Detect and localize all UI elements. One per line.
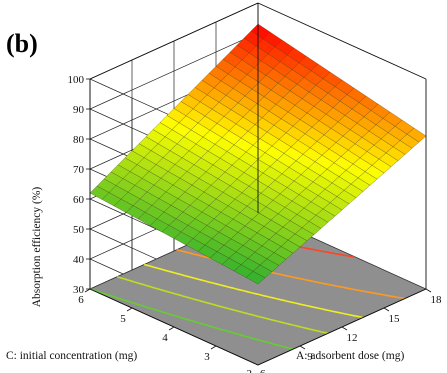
c-tick-label: 4 xyxy=(162,332,168,344)
a-tick-mark xyxy=(299,345,306,350)
surface-cell xyxy=(89,185,110,200)
z-tick-label: 50 xyxy=(73,224,85,236)
c-tick-mark xyxy=(84,288,91,293)
z-tick-label: 40 xyxy=(73,254,85,266)
corner-a-min-label: 6 xyxy=(260,368,266,373)
c-tick-mark xyxy=(168,326,175,331)
corner-c-min-label: 2 xyxy=(247,368,253,373)
contour-line xyxy=(143,263,364,319)
c-tick-label: 6 xyxy=(78,294,84,306)
a-tick-label: 12 xyxy=(347,332,358,344)
z-tick-label: 100 xyxy=(68,74,85,86)
z-tick-label: 70 xyxy=(73,164,85,176)
a-tick-mark xyxy=(341,326,348,331)
a-tick-label: 18 xyxy=(431,294,443,306)
z-tick-label: 60 xyxy=(73,194,85,206)
c-tick-label: 5 xyxy=(120,313,126,325)
contour-line xyxy=(116,275,329,335)
c-tick-mark xyxy=(210,345,217,350)
c-axis-label: C: initial concentration (mg) xyxy=(6,350,137,362)
panel-label: (b) xyxy=(6,29,38,58)
c-tick-label: 3 xyxy=(204,351,210,363)
c-tick-mark xyxy=(126,307,133,312)
z-tick-label: 80 xyxy=(73,134,85,146)
tick-labels: 30 40 50 60 70 80 90 100 9 12 15 18 3 4 5 6 2 6 xyxy=(68,74,443,373)
a-tick-mark xyxy=(383,307,390,312)
top-back-right-edge xyxy=(257,2,427,80)
a-axis-label: A: adsorbent dose (mg) xyxy=(296,350,404,362)
z-axis-label: Absorption efficiency (%) xyxy=(31,187,43,308)
z-tick-label: 30 xyxy=(73,284,85,296)
contour-line xyxy=(89,288,294,350)
response-surface xyxy=(89,23,427,285)
a-tick-label: 15 xyxy=(389,313,401,325)
top-back-left-edge xyxy=(89,2,259,80)
a-tick-label: 9 xyxy=(307,351,313,363)
z-tick-label: 90 xyxy=(73,104,85,116)
a-tick-mark xyxy=(425,288,432,293)
